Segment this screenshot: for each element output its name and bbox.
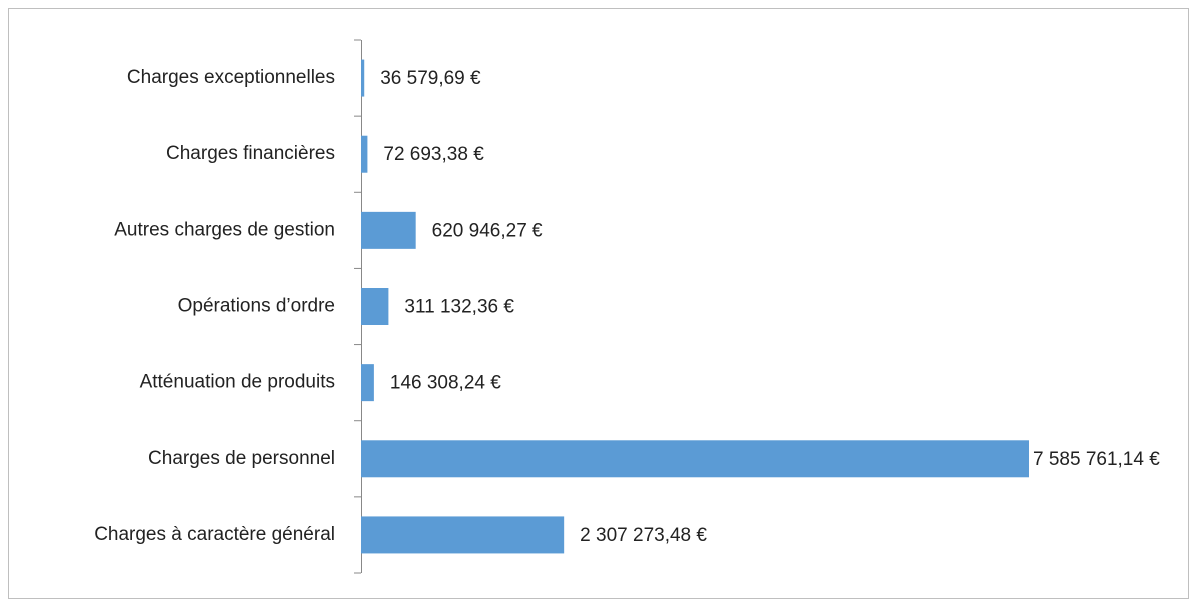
category-label: Charges à caractère général [94,524,335,545]
category-label: Opérations d’ordre [178,296,335,317]
category-label: Charges exceptionnelles [127,67,335,88]
data-label: 72 693,38 € [383,144,484,165]
category-label: Charges de personnel [148,448,335,469]
data-label: 2 307 273,48 € [580,525,707,546]
bar [361,59,365,97]
bar [361,211,416,249]
data-label: 36 579,69 € [380,68,481,89]
category-label: Charges financières [166,143,335,164]
data-label: 146 308,24 € [390,373,501,394]
bar [361,364,374,402]
category-label: Atténuation de produits [140,372,335,393]
data-label: 620 946,27 € [432,220,543,241]
data-label: 7 585 761,14 € [1033,449,1160,470]
bar [361,135,368,173]
data-label: 311 132,36 € [404,297,514,318]
bar [361,516,565,554]
bar [361,288,389,325]
category-label: Autres charges de gestion [114,219,335,240]
bar [361,440,1029,478]
chart-frame [8,8,1189,599]
